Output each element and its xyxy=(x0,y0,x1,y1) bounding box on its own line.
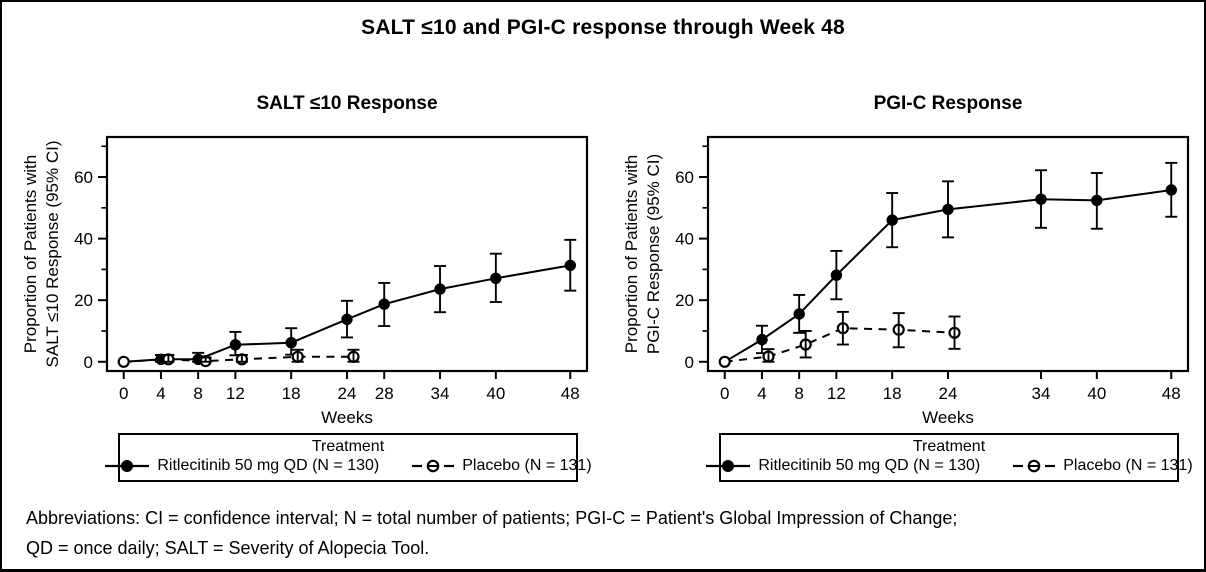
error-bar xyxy=(162,354,175,363)
legend-row: Ritlecitinib 50 mg QD (N = 130) Placebo … xyxy=(105,456,592,476)
error-bar xyxy=(836,310,849,346)
open-circle-dashed-line-icon xyxy=(1013,459,1056,473)
x-tick-label: 18 xyxy=(883,384,902,403)
y-axis-label-line: Proportion of Patients with xyxy=(622,155,641,353)
error-bar xyxy=(1035,169,1048,229)
x-tick-label: 34 xyxy=(1032,384,1051,403)
x-tick-label: 48 xyxy=(1162,384,1181,403)
x-tick-label: 28 xyxy=(375,384,394,403)
series-placebo xyxy=(718,310,961,368)
ritlecitinib-line xyxy=(123,264,571,363)
x-tick-label: 8 xyxy=(794,384,803,403)
pgic-legend-box: Treatment Ritlecitinib 50 mg QD (N = 130… xyxy=(706,433,1193,482)
x-tick-label: 4 xyxy=(757,384,766,403)
panel-salt: SALT ≤10 Response 0 20 40 60 0 4 8 12 18 24 28 34 40… xyxy=(2,85,603,495)
abbreviations-footnote: Abbreviations: CI = confidence interval;… xyxy=(26,503,1184,563)
axes xyxy=(699,135,1190,379)
error-bar xyxy=(347,348,360,363)
y-tick-label: 60 xyxy=(675,168,694,187)
x-tick-label: 24 xyxy=(338,384,357,403)
y-tick-label: 0 xyxy=(84,353,93,372)
y-tick-label: 60 xyxy=(74,168,93,187)
y-axis-label-line: PGI-C Response (95% CI) xyxy=(644,154,663,354)
error-bar xyxy=(434,265,447,314)
error-bar xyxy=(892,312,905,349)
legend-row: Ritlecitinib 50 mg QD (N = 130) Placebo … xyxy=(706,456,1193,476)
error-bar xyxy=(291,348,304,363)
y-axis-label-line: Proportion of Patients with xyxy=(21,155,40,353)
salt-legend-box: Treatment Ritlecitinib 50 mg QD (N = 130… xyxy=(105,433,592,482)
error-bar xyxy=(799,330,812,359)
plot-border xyxy=(706,135,1190,373)
y-axis-label-line: SALT ≤10 Response (95% CI) xyxy=(43,141,62,368)
x-tick-label: 34 xyxy=(431,384,450,403)
open-circle-marker xyxy=(718,355,731,368)
x-axis-label: Weeks xyxy=(321,408,373,427)
axes xyxy=(98,135,589,379)
pgic-chart-title: PGI-C Response xyxy=(873,93,1023,114)
error-bar xyxy=(1165,161,1178,218)
legend-title: Treatment xyxy=(311,438,385,455)
x-tick-label: 8 xyxy=(193,384,202,403)
legend-item-placebo: Placebo (N = 131) xyxy=(1012,456,1193,476)
x-tick-label: 0 xyxy=(720,384,729,403)
footnote-line: QD = once daily; SALT = Severity of Alop… xyxy=(26,538,430,558)
error-bar xyxy=(378,281,391,327)
legend-item-placebo: Placebo (N = 131) xyxy=(411,456,592,476)
y-tick-label: 40 xyxy=(675,230,694,249)
legend-item-ritlecitinib: Ritlecitinib 50 mg QD (N = 130) xyxy=(705,456,980,476)
footnote-line: Abbreviations: CI = confidence interval;… xyxy=(26,508,958,528)
x-tick-label: 4 xyxy=(156,384,165,403)
x-tick-label: 18 xyxy=(282,384,301,403)
error-bar xyxy=(341,299,353,339)
filled-circle-solid-line-icon xyxy=(105,460,150,472)
series-ritlecitinib xyxy=(719,161,1178,368)
x-tick-label: 12 xyxy=(226,384,245,403)
filled-circle-solid-line-icon xyxy=(706,460,751,472)
x-tick-label: 12 xyxy=(827,384,846,403)
placebo-line xyxy=(724,327,955,363)
error-bar xyxy=(1090,172,1103,230)
legend-item-label: Ritlecitinib 50 mg QD (N = 130) xyxy=(758,457,981,474)
x-tick-label: 0 xyxy=(119,384,128,403)
salt-chart-title: SALT ≤10 Response xyxy=(256,93,438,114)
legend-item-ritlecitinib: Ritlecitinib 50 mg QD (N = 130) xyxy=(104,456,379,476)
error-bar xyxy=(762,348,775,363)
charts-row: SALT ≤10 Response 0 20 40 60 0 4 8 12 18 24 28 34 40… xyxy=(2,85,1204,495)
y-tick-label: 0 xyxy=(685,353,694,372)
y-tick-label: 40 xyxy=(74,230,93,249)
y-tick-label: 20 xyxy=(675,291,694,310)
error-bar xyxy=(886,192,899,249)
legend-title: Treatment xyxy=(912,438,986,455)
x-tick-label: 24 xyxy=(939,384,958,403)
legend-item-label: Placebo (N = 131) xyxy=(462,457,592,474)
error-bar xyxy=(199,356,212,363)
x-axis-label: Weeks xyxy=(922,408,974,427)
x-tick-label: 48 xyxy=(561,384,580,403)
legend-item-label: Ritlecitinib 50 mg QD (N = 130) xyxy=(157,457,380,474)
legend-item-label: Placebo (N = 131) xyxy=(1063,457,1193,474)
error-bar xyxy=(793,293,806,334)
panel-pgic: PGI-C Response 0 20 40 60 0 4 8 12 18 24 34 40 48 Wee… xyxy=(603,85,1204,495)
error-bar xyxy=(948,315,961,350)
x-tick-label: 40 xyxy=(486,384,505,403)
error-bar xyxy=(489,252,502,303)
series-placebo xyxy=(117,348,360,368)
error-bar xyxy=(235,354,248,363)
open-circle-dashed-line-icon xyxy=(412,459,455,473)
x-tick-label: 40 xyxy=(1087,384,1106,403)
series-ritlecitinib xyxy=(118,238,577,368)
y-tick-label: 20 xyxy=(74,291,93,310)
error-bar xyxy=(942,180,954,239)
figure-title: SALT ≤10 and PGI-C response through Week… xyxy=(361,16,845,39)
error-bar xyxy=(564,238,577,292)
error-bar xyxy=(830,249,843,301)
open-circle-marker xyxy=(117,355,130,368)
